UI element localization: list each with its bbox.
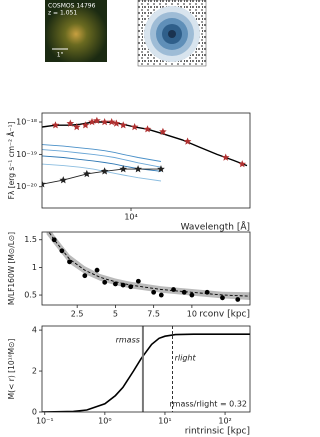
x-tick-label: 10 [187,310,197,319]
band [46,232,250,300]
star-point [59,176,68,184]
redshift: z = 1.051 [48,10,77,17]
y-axis-label: M(< r) [10¹⁰M⊙] [7,339,16,400]
point [171,287,176,292]
object-id: COSMOS 14796 [48,3,96,10]
star-point [157,165,165,173]
star-point [221,153,230,161]
x-tick-label: 10⁰ [98,417,111,426]
point [151,289,157,295]
y-tick-label: 10⁻¹⁸ [16,118,37,127]
point [113,281,118,287]
marker-label: rlight [175,354,197,363]
star-point [66,119,75,127]
x-axis-label: Wavelength [Å] [181,221,250,233]
y-tick-label: 2 [32,367,37,376]
x-tick-label: 10² [218,417,231,426]
point [220,295,225,301]
plot-area [46,232,250,302]
x-tick-label: 7.5 [147,310,160,319]
x-tick-label: 5 [113,310,118,319]
star-point [100,118,109,126]
x-tick-label: 10⁴ [124,213,137,222]
star-point [107,118,116,126]
point [120,282,126,288]
series-line [42,121,248,167]
star-point [134,165,142,173]
figure: COSMOS 14796 z = 1.051 1" 10⁴ 10⁻¹⁸ 10⁻¹⁹ 1… [7,0,251,437]
star-point [119,121,127,129]
plot-area [42,116,248,188]
series-line [42,149,162,168]
point [51,237,57,243]
y-tick-label: 1.5 [24,235,37,244]
axes-frame [41,325,251,413]
series-line [42,333,250,412]
x-tick-label: 10⁻¹ [36,417,54,426]
y-tick-label: 1 [32,263,37,272]
y-tick-label: 10⁻¹⁹ [16,150,37,159]
y-tick-label: 4 [32,326,37,335]
series-line [42,144,162,162]
star-point [83,169,91,178]
star-point [130,123,139,131]
x-tick-label: 2.5 [71,310,84,319]
point [204,289,210,295]
star-point [238,160,246,168]
star-point [81,121,90,129]
y-tick-label: 10⁻²⁰ [16,182,37,191]
point [59,248,65,254]
annotation: rmass/rlight = 0.32 [170,400,248,409]
series-line [48,232,250,297]
star-point [159,127,167,135]
x-axis-label: rconv [kpc] [199,310,250,320]
star-point [93,116,101,124]
x-tick-label: 10¹ [158,417,171,426]
point [189,292,195,298]
scale-bar-label: 1" [57,52,64,59]
series-line [42,155,162,172]
y-axis-label: Fλ [erg s⁻¹ cm⁻² Å⁻¹] [7,122,16,200]
y-tick-label: 0.5 [24,291,37,300]
star-point [143,125,152,133]
star-point [72,123,81,131]
point [158,292,164,298]
star-point [100,167,109,175]
galaxy-image: COSMOS 14796 z = 1.051 1" [45,0,107,62]
point [67,259,72,265]
star-point [119,165,127,173]
y-axis-label: M/LF160W [M⊙/L⊙] [7,232,16,305]
y-tick-label: 0 [32,408,37,417]
marker-label: rmass [116,336,140,345]
star-point [88,118,96,126]
point [181,289,187,295]
plot-area [42,326,250,412]
point [235,297,241,302]
contour-image [137,0,207,67]
axes-frame [41,112,251,209]
point [128,284,134,290]
axes-frame [41,231,251,306]
point [102,279,108,285]
star-point [112,119,121,127]
point [94,267,100,273]
point [135,278,141,284]
x-axis-label: rintrinsic [kpc] [185,427,250,437]
series-line [42,163,162,182]
series-line [42,168,161,185]
star-point [42,180,46,188]
point [82,273,88,279]
star-point [183,137,192,145]
star-point [51,121,60,129]
